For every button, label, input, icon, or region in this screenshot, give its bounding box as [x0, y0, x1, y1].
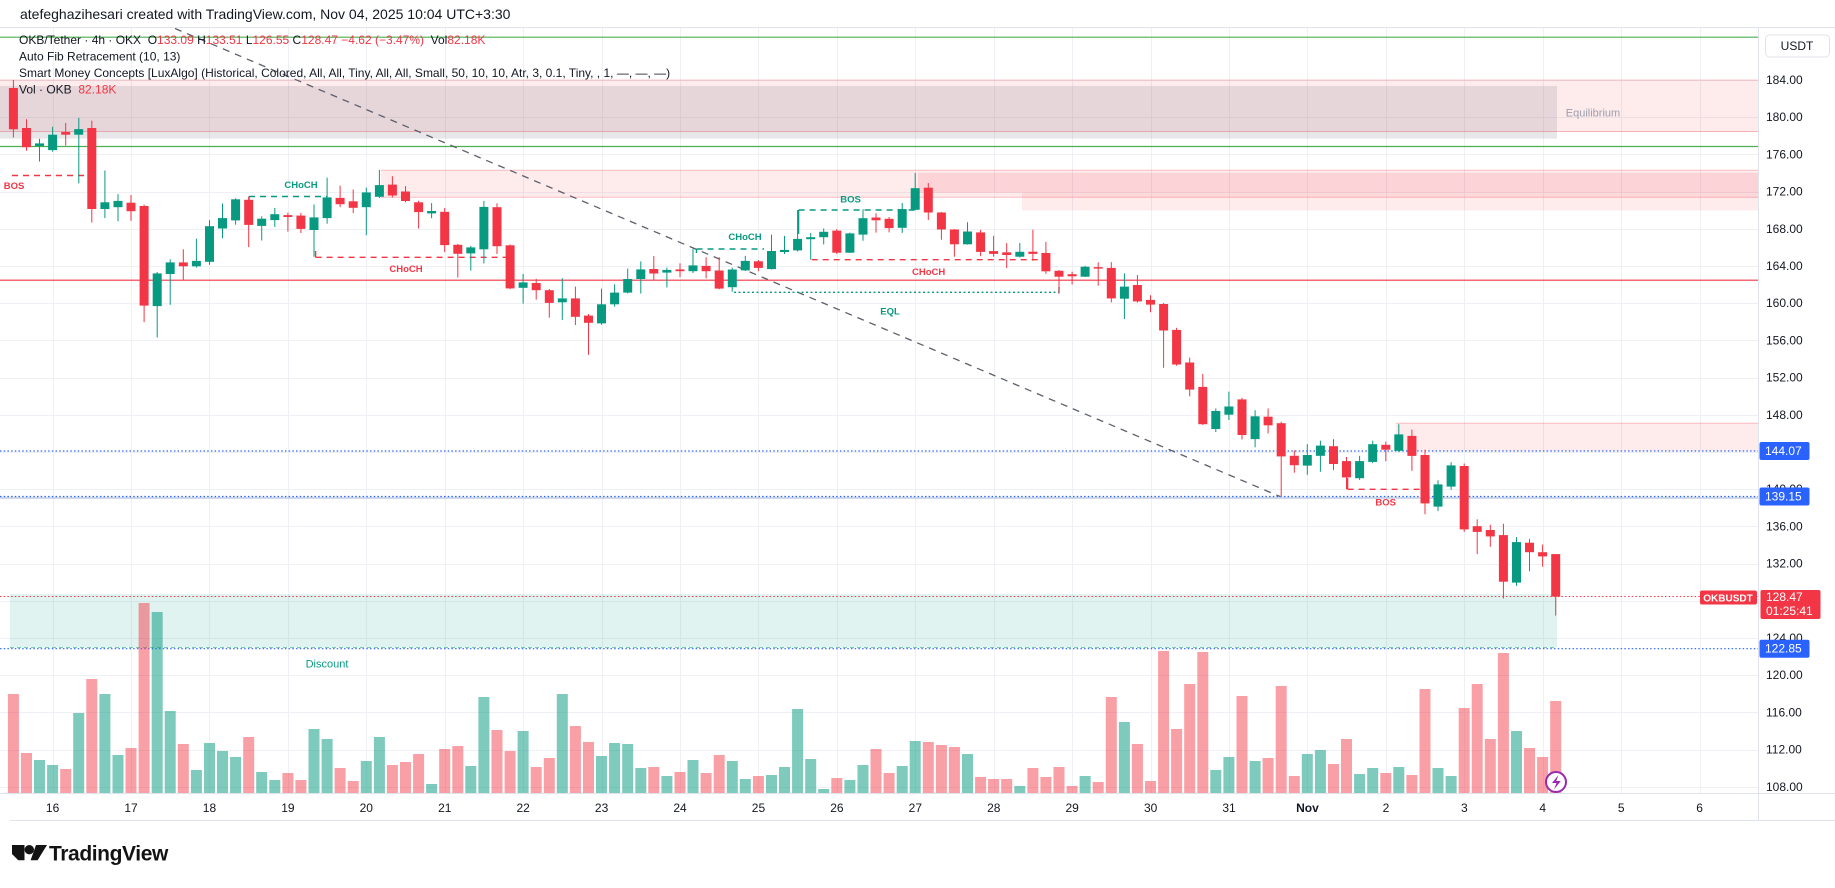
svg-text:112.00: 112.00	[1766, 743, 1802, 757]
svg-text:28: 28	[987, 801, 1001, 815]
svg-text:Vol · OKB 82.18K: Vol · OKB 82.18K	[19, 83, 116, 97]
svg-text:BOS: BOS	[840, 195, 861, 206]
svg-text:OKBUSDT: OKBUSDT	[1703, 594, 1752, 605]
svg-text:23: 23	[595, 801, 609, 815]
svg-text:152.00: 152.00	[1766, 371, 1803, 385]
svg-text:176.00: 176.00	[1766, 147, 1803, 161]
svg-text:16: 16	[46, 801, 60, 815]
svg-text:27: 27	[909, 801, 923, 815]
svg-text:148.00: 148.00	[1766, 408, 1803, 422]
svg-text:160.00: 160.00	[1766, 296, 1803, 310]
svg-text:29: 29	[1066, 801, 1080, 815]
svg-text:108.00: 108.00	[1766, 780, 1803, 794]
svg-text:172.00: 172.00	[1766, 185, 1803, 199]
svg-text:Discount: Discount	[306, 659, 349, 671]
svg-text:25: 25	[752, 801, 766, 815]
svg-text:USDT: USDT	[1781, 39, 1814, 53]
svg-text:Smart Money Concepts [LuxAlgo]: Smart Money Concepts [LuxAlgo] (Historic…	[19, 66, 670, 80]
svg-text:22: 22	[517, 801, 531, 815]
svg-text:132.00: 132.00	[1766, 557, 1803, 571]
svg-text:116.00: 116.00	[1766, 705, 1802, 719]
svg-text:136.00: 136.00	[1766, 519, 1803, 533]
svg-text:3: 3	[1461, 801, 1468, 815]
svg-text:168.00: 168.00	[1766, 222, 1803, 236]
svg-text:120.00: 120.00	[1766, 668, 1803, 682]
svg-text:5: 5	[1618, 801, 1625, 815]
svg-text:31: 31	[1222, 801, 1236, 815]
svg-text:CHoCH: CHoCH	[728, 232, 761, 243]
svg-text:21: 21	[438, 801, 452, 815]
svg-text:20: 20	[360, 801, 374, 815]
svg-text:01:25:41: 01:25:41	[1766, 604, 1813, 618]
svg-text:17: 17	[124, 801, 138, 815]
svg-text:24: 24	[673, 801, 687, 815]
svg-text:atefeghazihesari created with: atefeghazihesari created with TradingVie…	[20, 6, 511, 22]
svg-text:30: 30	[1144, 801, 1158, 815]
svg-text:TradingView: TradingView	[49, 842, 169, 865]
svg-text:Nov: Nov	[1296, 801, 1319, 815]
svg-text:BOS: BOS	[1375, 498, 1396, 509]
svg-text:OKB/Tether · 4h · OKX O133.09: OKB/Tether · 4h · OKX O133.09 H133.51 L1…	[19, 33, 485, 47]
svg-text:CHoCH: CHoCH	[912, 267, 945, 278]
svg-text:128.47: 128.47	[1766, 590, 1803, 604]
svg-text:2: 2	[1383, 801, 1390, 815]
svg-text:CHoCH: CHoCH	[284, 180, 317, 191]
svg-text:144.07: 144.07	[1765, 444, 1802, 458]
svg-text:BOS: BOS	[4, 181, 25, 192]
svg-text:139.15: 139.15	[1765, 490, 1802, 504]
svg-text:EQL: EQL	[880, 307, 900, 318]
svg-text:184.00: 184.00	[1766, 73, 1803, 87]
svg-text:19: 19	[281, 801, 295, 815]
svg-text:122.85: 122.85	[1765, 642, 1802, 656]
svg-text:6: 6	[1696, 801, 1703, 815]
svg-text:156.00: 156.00	[1766, 333, 1803, 347]
svg-text:Equilibrium: Equilibrium	[1566, 108, 1620, 120]
svg-text:Auto Fib Retracement (10, 13): Auto Fib Retracement (10, 13)	[19, 50, 180, 64]
svg-text:180.00: 180.00	[1766, 110, 1803, 124]
svg-text:CHoCH: CHoCH	[389, 264, 422, 275]
svg-text:18: 18	[203, 801, 217, 815]
svg-text:164.00: 164.00	[1766, 259, 1803, 273]
svg-text:26: 26	[830, 801, 844, 815]
svg-text:4: 4	[1539, 801, 1546, 815]
